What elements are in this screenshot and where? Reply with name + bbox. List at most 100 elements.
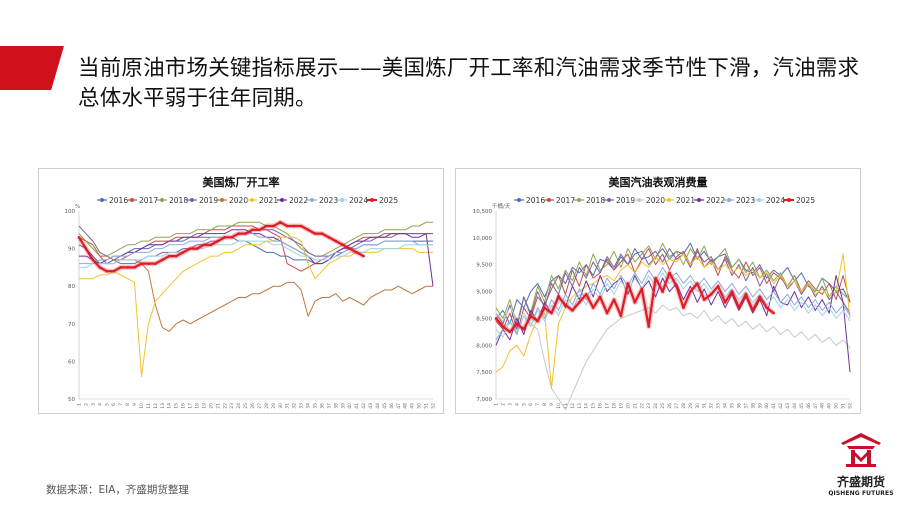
x-tick-label: 21: [632, 403, 638, 409]
y-tick-label: 7,500: [476, 370, 492, 376]
legend-label: 2024: [349, 196, 368, 205]
x-tick-label: 25: [243, 403, 249, 409]
page-title: 当前原油市场关键指标展示——美国炼厂开工率和汽油需求季节性下滑，汽油需求总体水平…: [78, 56, 860, 111]
legend-item-2024: 2024: [754, 196, 785, 205]
x-tick-label: 41: [771, 403, 777, 409]
legend-label: 2017: [139, 196, 158, 205]
x-tick-label: 46: [806, 403, 812, 409]
series-line-2021: [79, 236, 433, 377]
point-2025: [515, 322, 519, 326]
x-tick-label: 51: [424, 403, 430, 409]
point-2025: [334, 239, 338, 243]
legend-item-2025: 2025: [784, 196, 815, 205]
x-tick-label: 28: [681, 403, 687, 409]
point-2025: [571, 309, 574, 312]
x-tick-label: 52: [848, 403, 854, 409]
y-tick-label: 9,000: [476, 290, 492, 296]
title-accent-bar: [0, 46, 64, 90]
x-tick-label: 38: [333, 403, 339, 409]
point-2025: [181, 251, 185, 254]
x-tick-label: 12: [153, 403, 159, 409]
legend-label: 2019: [199, 196, 218, 205]
x-tick-label: 23: [646, 403, 652, 409]
x-tick-label: 34: [306, 403, 312, 409]
x-tick-label: 24: [236, 403, 242, 409]
point-2025: [737, 306, 741, 309]
point-2025: [285, 224, 289, 228]
legend-item-2025: 2025: [367, 196, 398, 205]
x-tick-label: 10: [556, 403, 562, 409]
x-tick-label: 1: [77, 403, 83, 406]
legend-item-2019: 2019: [187, 196, 218, 205]
point-2025: [702, 298, 706, 301]
series-line-2019: [495, 248, 851, 330]
y-tick-label: 100: [65, 209, 76, 215]
unit-label: 千桶/天: [492, 202, 511, 210]
series-line-2024: [79, 240, 433, 268]
point-2025: [140, 262, 143, 265]
x-tick-label: 3: [90, 403, 96, 406]
series-line-2020: [78, 236, 433, 332]
point-2025: [529, 314, 533, 318]
legend-item-2022: 2022: [277, 196, 308, 205]
point-2025: [202, 243, 206, 247]
x-tick-label: 42: [361, 403, 367, 409]
x-tick-label: 41: [354, 403, 360, 409]
x-tick-label: 6: [111, 403, 117, 406]
x-tick-label: 15: [174, 403, 180, 409]
point-2025: [689, 290, 692, 293]
data-source-note: 数据来源：EIA，齐盛期货整理: [46, 484, 189, 496]
refinery-utilization-chart: 美国炼厂开工率 2016 2017 2018 2019 2020 2021 2022 2023 2…: [38, 168, 444, 414]
point-2025: [758, 295, 762, 299]
x-tick-label: 18: [195, 403, 201, 409]
x-tick-label: 7: [118, 403, 124, 406]
series-line-2020: [495, 304, 851, 411]
legend-label: 2021: [259, 196, 278, 205]
legend-label: 2017: [556, 196, 575, 205]
logo-name: 齐盛期货: [836, 475, 885, 489]
x-tick-label: 32: [292, 403, 298, 409]
legend-label: 2022: [706, 196, 725, 205]
point-2025: [216, 239, 220, 243]
legend-label: 2024: [766, 196, 785, 205]
point-2025: [98, 266, 102, 269]
x-tick-label: 27: [674, 403, 680, 409]
x-tick-label: 37: [743, 403, 749, 409]
x-tick-label: 11: [563, 403, 569, 409]
x-tick-label: 17: [188, 403, 194, 409]
y-tick-label: 60: [68, 359, 75, 365]
legend-label: 2019: [616, 196, 635, 205]
point-2025: [265, 224, 268, 228]
x-tick-label: 14: [584, 403, 590, 409]
legend-item-2016: 2016: [97, 196, 128, 205]
x-tick-label: 52: [431, 403, 437, 409]
gasoline-demand-chart: 美国汽油表观消费量 2016 2017 2018 2019 2020 2021 2022 202…: [455, 168, 861, 414]
legend-item-2017: 2017: [544, 196, 575, 205]
x-tick-label: 37: [326, 403, 332, 409]
point-2025: [91, 258, 95, 262]
x-tick-label: 20: [208, 403, 214, 409]
x-tick-label: 14: [167, 403, 173, 409]
point-2025: [362, 254, 365, 258]
x-tick-label: 10: [139, 403, 145, 409]
x-tick-label: 6: [528, 403, 534, 406]
x-tick-label: 22: [639, 403, 645, 409]
y-tick-label: 70: [68, 322, 75, 328]
point-2025: [550, 311, 553, 315]
x-tick-label: 8: [542, 403, 548, 406]
point-2025: [292, 224, 296, 228]
point-2025: [598, 295, 602, 299]
x-tick-label: 5: [104, 403, 110, 406]
x-tick-label: 11: [146, 403, 152, 409]
x-tick-label: 46: [389, 403, 395, 409]
x-tick-label: 33: [716, 403, 722, 409]
point-2025: [230, 236, 234, 239]
point-2025: [278, 220, 282, 224]
point-2025: [154, 262, 157, 265]
point-2025: [341, 243, 345, 247]
chart-title: 美国炼厂开工率: [203, 175, 280, 189]
point-2025: [272, 224, 275, 228]
x-tick-label: 27: [257, 403, 263, 409]
logo-name-en: QISHENG FUTURES: [828, 490, 894, 497]
